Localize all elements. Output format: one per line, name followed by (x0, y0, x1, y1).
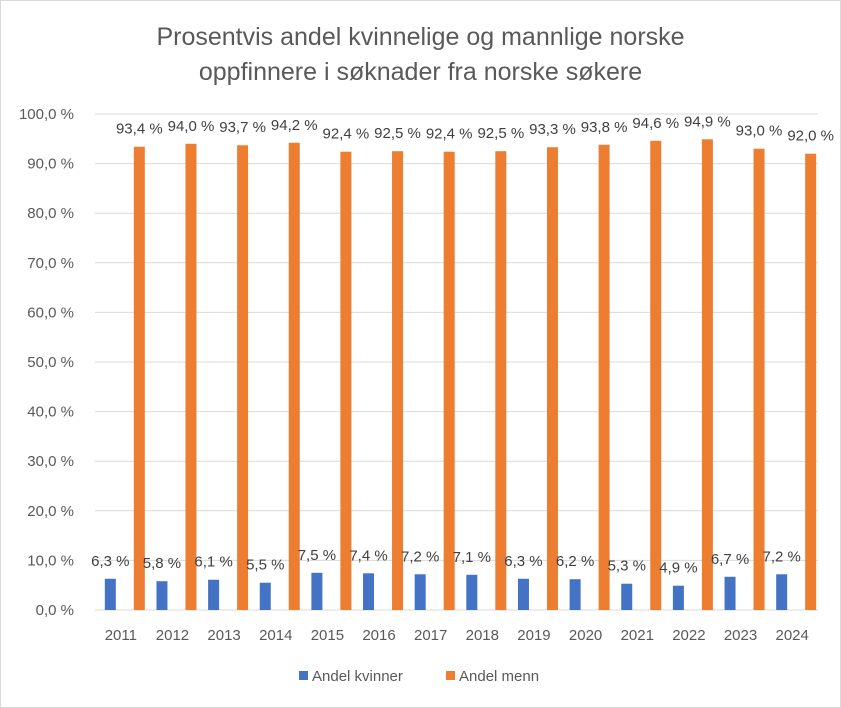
data-label-menn: 92,4 % (323, 126, 370, 143)
data-label-menn: 94,6 % (632, 115, 679, 132)
x-tick-label: 2017 (414, 627, 447, 644)
legend-swatch (446, 671, 455, 680)
y-tick-label: 90,0 % (27, 156, 74, 173)
data-label-menn: 93,3 % (529, 121, 576, 138)
data-label-menn: 93,8 % (581, 119, 628, 136)
bar-menn (185, 143, 197, 610)
legend-swatch (299, 671, 308, 680)
bar-menn (495, 151, 507, 610)
bar-kvinner (517, 578, 529, 610)
x-tick-label: 2024 (775, 627, 808, 644)
bar-menn (443, 151, 455, 611)
data-label-kvinner: 5,5 % (246, 557, 284, 574)
data-label-menn: 92,0 % (787, 128, 834, 145)
chart-title: Prosentvis andel kvinnelige og mannlige … (0, 20, 841, 90)
data-label-kvinner: 7,1 % (453, 549, 491, 566)
data-label-kvinner: 7,2 % (401, 548, 439, 565)
data-label-kvinner: 7,4 % (349, 547, 387, 564)
legend-label: Andel menn (459, 668, 539, 685)
bars (104, 139, 817, 611)
x-tick-label: 2011 (105, 627, 137, 644)
data-label-kvinner: 6,7 % (711, 551, 749, 568)
y-tick-label: 60,0 % (27, 304, 74, 321)
y-tick-label: 0,0 % (36, 602, 74, 619)
bar-menn (701, 139, 713, 610)
gridlines (95, 113, 818, 611)
bar-kvinner (104, 578, 116, 610)
bar-kvinner (569, 579, 581, 610)
data-label-menn: 94,9 % (684, 113, 731, 130)
data-label-kvinner: 6,1 % (194, 554, 232, 571)
bar-menn (598, 144, 610, 610)
bar-menn (392, 151, 404, 610)
data-label-kvinner: 6,3 % (504, 553, 542, 570)
x-tick-label: 2021 (621, 627, 654, 644)
y-tick-label: 30,0 % (27, 453, 74, 470)
y-tick-label: 20,0 % (27, 503, 74, 520)
bar-menn (288, 142, 300, 610)
x-tick-label: 2020 (569, 627, 602, 644)
bar-kvinner (621, 583, 633, 610)
x-tick-label: 2023 (724, 627, 757, 644)
bar-kvinner (466, 574, 478, 610)
data-label-kvinner: 6,2 % (556, 553, 594, 570)
bar-kvinner (311, 572, 323, 610)
x-tick-label: 2018 (466, 627, 499, 644)
x-tick-label: 2019 (517, 627, 550, 644)
x-tick-label: 2016 (362, 627, 395, 644)
bar-kvinner (672, 585, 684, 610)
bar-menn (546, 147, 558, 610)
data-label-menn: 92,5 % (477, 125, 524, 142)
data-label-kvinner: 4,9 % (659, 560, 697, 577)
data-label-menn: 92,5 % (374, 125, 421, 142)
data-label-menn: 93,0 % (736, 123, 783, 140)
data-label-kvinner: 7,2 % (762, 548, 800, 565)
bar-kvinner (724, 576, 736, 610)
data-label-kvinner: 5,8 % (143, 555, 181, 572)
chart-title-line-1: Prosentvis andel kvinnelige og mannlige … (156, 23, 685, 51)
y-axis-tick-labels: 0,0 % 10,0 % 20,0 % 30,0 % 40,0 % 50,0 % 60,0 … (19, 106, 74, 619)
data-labels: 6,3 % 93,4 % 5,8 % 94,0 % 6,1 % 93,7 % 5,5 % 94… (91, 113, 834, 576)
bar-kvinner (363, 573, 375, 610)
y-tick-label: 80,0 % (27, 205, 74, 222)
bar-kvinner (156, 581, 168, 610)
bar-kvinner (259, 582, 271, 610)
bar-menn (753, 148, 765, 610)
legend: Andel kvinner Andel menn (299, 668, 539, 685)
bar-menn (237, 145, 249, 611)
data-label-kvinner: 7,5 % (298, 547, 336, 564)
bar-menn (133, 146, 145, 610)
y-tick-label: 100,0 % (19, 106, 74, 123)
bar-kvinner (208, 579, 220, 610)
x-tick-label: 2015 (311, 627, 344, 644)
data-label-menn: 94,0 % (168, 118, 215, 135)
data-label-menn: 93,4 % (116, 121, 163, 138)
data-label-menn: 92,4 % (426, 126, 473, 143)
data-label-menn: 93,7 % (219, 119, 266, 136)
bar-kvinner (414, 574, 426, 610)
chart-title-line-2: oppfinnere i søknader fra norske søkere (198, 58, 643, 86)
bar-menn (650, 140, 662, 610)
data-label-kvinner: 5,3 % (608, 558, 646, 575)
data-label-menn: 94,2 % (271, 117, 318, 134)
x-tick-label: 2013 (207, 627, 240, 644)
x-tick-label: 2022 (672, 627, 705, 644)
bar-menn (805, 153, 817, 610)
x-tick-label: 2014 (259, 627, 292, 644)
bar-menn (340, 151, 352, 611)
data-label-kvinner: 6,3 % (91, 553, 129, 570)
y-tick-label: 40,0 % (27, 404, 74, 421)
legend-label: Andel kvinner (312, 668, 403, 685)
y-tick-label: 10,0 % (27, 552, 74, 569)
y-tick-label: 70,0 % (27, 255, 74, 272)
x-axis-tick-labels: 2011 2012 2013 2014 2015 2016 2017 2018 2019 2020… (105, 627, 809, 644)
y-tick-label: 50,0 % (27, 354, 74, 371)
bar-kvinner (776, 574, 788, 610)
x-tick-label: 2012 (156, 627, 189, 644)
